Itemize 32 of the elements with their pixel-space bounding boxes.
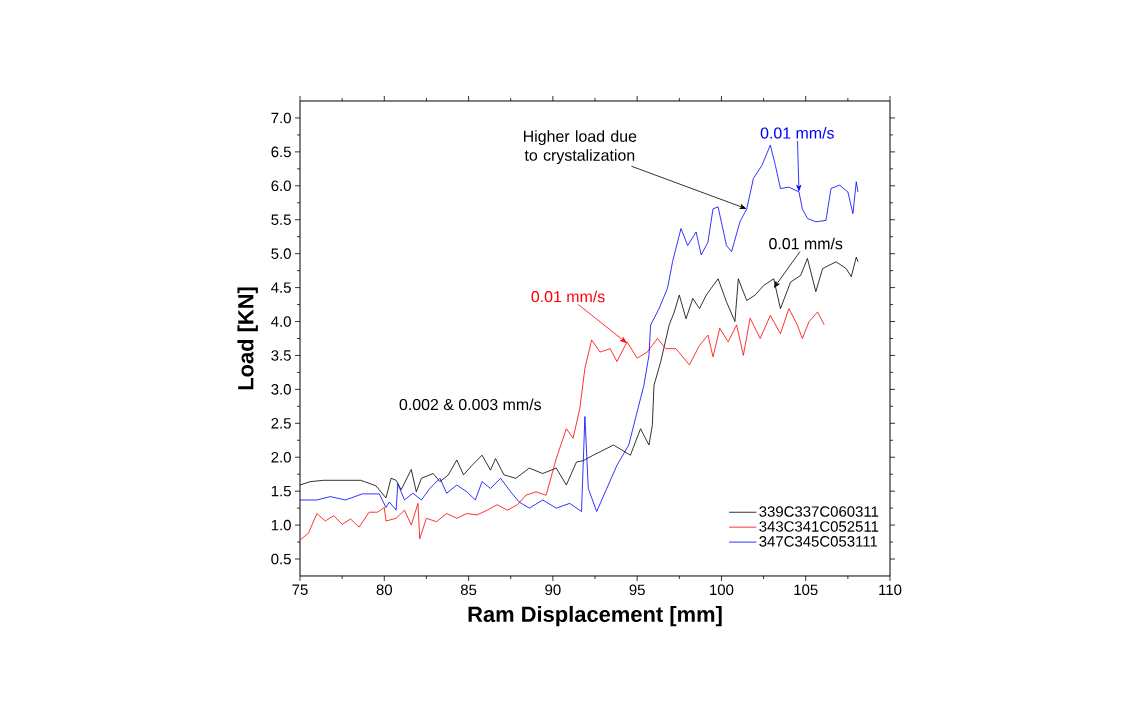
annotation: Higher load due to crystalization <box>523 130 637 165</box>
x-tick-label: 80 <box>376 584 393 596</box>
x-tick-label: 95 <box>629 584 645 596</box>
x-tick-label: 75 <box>292 584 308 595</box>
y-tick-label: 4.5 <box>271 282 291 293</box>
y-tick-label: 2.5 <box>271 418 291 429</box>
y-tick-label: 5.0 <box>271 248 291 259</box>
y-tick-label: 1.5 <box>271 485 291 497</box>
y-tick-label: 7.0 <box>271 112 291 124</box>
y-tick-label: 3.0 <box>271 384 291 395</box>
y-axis-title: Load [KN] <box>237 287 258 390</box>
legend-label: 343C341C052511 <box>759 521 879 532</box>
x-tick-label: 100 <box>710 584 734 596</box>
y-tick-label: 2.0 <box>271 451 291 463</box>
x-tick-label: 105 <box>794 584 818 596</box>
annotation: 0.01 mm/s <box>531 290 605 303</box>
annotation: 0.002 & 0.003 mm/s <box>399 398 541 411</box>
annotation: 0.01 mm/s <box>760 127 834 139</box>
y-tick-label: 1.0 <box>271 519 291 531</box>
y-tick-label: 6.0 <box>271 180 291 192</box>
y-tick-label: 0.5 <box>271 553 291 565</box>
x-tick-label: 90 <box>545 584 561 596</box>
x-tick-label: 110 <box>879 584 902 596</box>
legend-label: 339C337C060311 <box>759 506 879 517</box>
y-tick-label: 3.5 <box>271 350 291 361</box>
x-axis-title: Ram Displacement [mm] <box>468 605 722 627</box>
legend-label: 347C345C053111 <box>759 536 878 547</box>
y-tick-label: 6.5 <box>271 146 291 158</box>
x-tick-label: 85 <box>460 584 477 596</box>
annotation: 0.01 mm/s <box>769 237 843 250</box>
y-tick-label: 4.0 <box>271 316 291 327</box>
y-tick-label: 5.5 <box>271 214 291 225</box>
